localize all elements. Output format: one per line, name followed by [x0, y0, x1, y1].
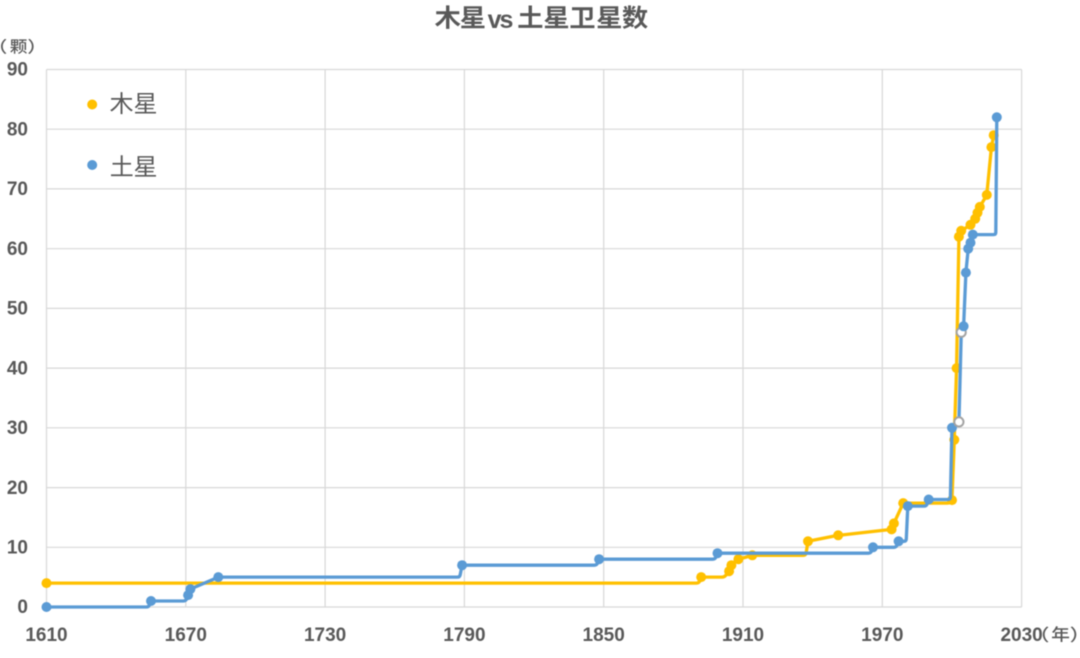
svg-text:50: 50 — [7, 299, 28, 320]
svg-text:70: 70 — [7, 179, 28, 200]
svg-text:80: 80 — [7, 119, 28, 140]
svg-text:30: 30 — [7, 418, 28, 439]
svg-text:0: 0 — [17, 597, 28, 618]
svg-text:20: 20 — [7, 478, 28, 499]
svg-text:90: 90 — [7, 60, 28, 81]
svg-text:2030: 2030 — [1000, 625, 1042, 646]
svg-text:1610: 1610 — [25, 625, 67, 646]
svg-text:vs: vs — [488, 6, 513, 34]
svg-text:40: 40 — [7, 358, 28, 379]
svg-text:1670: 1670 — [165, 625, 207, 646]
svg-text:1970: 1970 — [861, 625, 903, 646]
svg-text:1850: 1850 — [583, 625, 625, 646]
svg-text:1790: 1790 — [443, 625, 485, 646]
svg-text:1730: 1730 — [304, 625, 346, 646]
svg-text:60: 60 — [7, 239, 28, 260]
svg-text:10: 10 — [7, 538, 28, 559]
svg-text:1910: 1910 — [722, 625, 764, 646]
